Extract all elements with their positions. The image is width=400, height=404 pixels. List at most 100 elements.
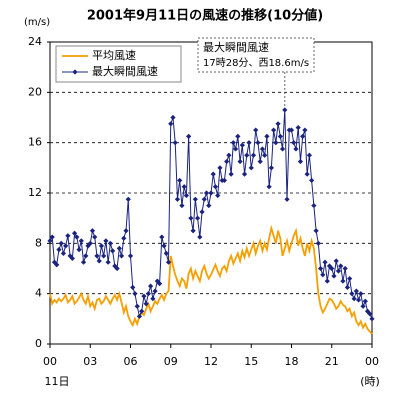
marker <box>217 165 223 171</box>
marker <box>324 278 330 284</box>
marker <box>355 297 362 303</box>
marker <box>141 293 147 299</box>
marker <box>367 311 373 317</box>
marker <box>130 284 136 290</box>
marker <box>320 272 326 278</box>
marker <box>255 140 261 146</box>
marker <box>208 190 214 196</box>
marker <box>179 202 185 209</box>
marker <box>311 202 317 209</box>
marker <box>226 152 232 158</box>
x-tick-label: 06 <box>124 355 138 368</box>
marker <box>221 177 228 184</box>
x-tick-label: 21 <box>325 355 339 368</box>
marker <box>235 133 241 139</box>
marker <box>277 133 283 139</box>
marker <box>174 196 181 202</box>
marker <box>89 228 96 234</box>
marker <box>190 228 196 234</box>
y-tick-label: 4 <box>35 287 42 300</box>
marker <box>250 152 257 158</box>
marker <box>121 235 127 241</box>
marker <box>241 171 248 177</box>
marker <box>181 184 187 190</box>
marker <box>253 127 259 133</box>
marker <box>165 259 172 265</box>
y-tick-label: 24 <box>28 35 42 48</box>
legend-box <box>55 45 182 83</box>
marker <box>282 107 288 113</box>
marker <box>60 250 67 256</box>
marker <box>85 243 91 249</box>
x-tick-label: 00 <box>43 355 57 368</box>
marker <box>58 240 64 246</box>
y-tick-label: 20 <box>28 85 42 98</box>
marker <box>118 253 125 259</box>
marker <box>199 209 205 215</box>
legend-label: 平均風速 <box>92 49 136 62</box>
marker <box>306 152 312 158</box>
y-axis-label: (m/s) <box>24 17 50 28</box>
x-sub-label: (時) <box>360 375 380 388</box>
y-tick-label: 16 <box>28 136 42 149</box>
legend-label: 最大瞬間風速 <box>92 64 158 78</box>
marker <box>83 253 89 259</box>
marker <box>347 275 353 282</box>
marker <box>257 158 263 165</box>
marker <box>78 238 84 244</box>
marker <box>139 308 145 314</box>
x-tick-label: 12 <box>204 355 218 368</box>
marker <box>172 140 178 146</box>
marker <box>206 202 212 209</box>
marker <box>340 278 346 284</box>
marker <box>264 133 270 139</box>
marker <box>201 196 207 202</box>
x-tick-label: 09 <box>164 355 178 368</box>
marker <box>329 265 335 272</box>
annotation-text: 17時28分、西18.6m/s <box>203 57 309 69</box>
marker <box>168 121 174 127</box>
marker <box>145 291 151 297</box>
marker <box>212 184 219 190</box>
marker <box>275 121 281 127</box>
marker <box>114 265 120 272</box>
y-tick-label: 8 <box>35 236 42 249</box>
marker <box>101 253 107 259</box>
marker <box>69 255 75 262</box>
marker <box>127 253 134 259</box>
marker <box>63 243 69 249</box>
marker <box>284 196 290 202</box>
marker <box>188 215 194 221</box>
marker <box>92 234 98 240</box>
marker <box>360 303 366 309</box>
marker <box>98 243 105 249</box>
marker <box>244 152 250 158</box>
marker <box>87 240 93 246</box>
marker <box>304 171 310 177</box>
marker <box>268 165 274 171</box>
x-tick-label: 00 <box>365 355 379 368</box>
marker <box>186 133 192 139</box>
marker <box>230 140 236 146</box>
marker <box>49 234 55 240</box>
marker <box>163 250 169 256</box>
marker <box>94 253 100 259</box>
marker <box>161 243 167 249</box>
marker <box>369 316 375 322</box>
marker <box>197 234 203 240</box>
marker <box>315 240 321 246</box>
marker <box>224 158 230 165</box>
marker <box>295 124 301 131</box>
marker <box>331 273 337 279</box>
marker <box>192 196 198 202</box>
marker <box>266 184 272 190</box>
annotation-text: 最大瞬間風速 <box>203 40 269 54</box>
marker <box>194 215 201 221</box>
marker <box>335 268 342 274</box>
marker <box>288 127 295 133</box>
marker <box>152 288 158 294</box>
legend-marker <box>72 69 78 75</box>
marker <box>143 301 149 307</box>
marker <box>313 228 319 234</box>
marker <box>322 259 328 265</box>
